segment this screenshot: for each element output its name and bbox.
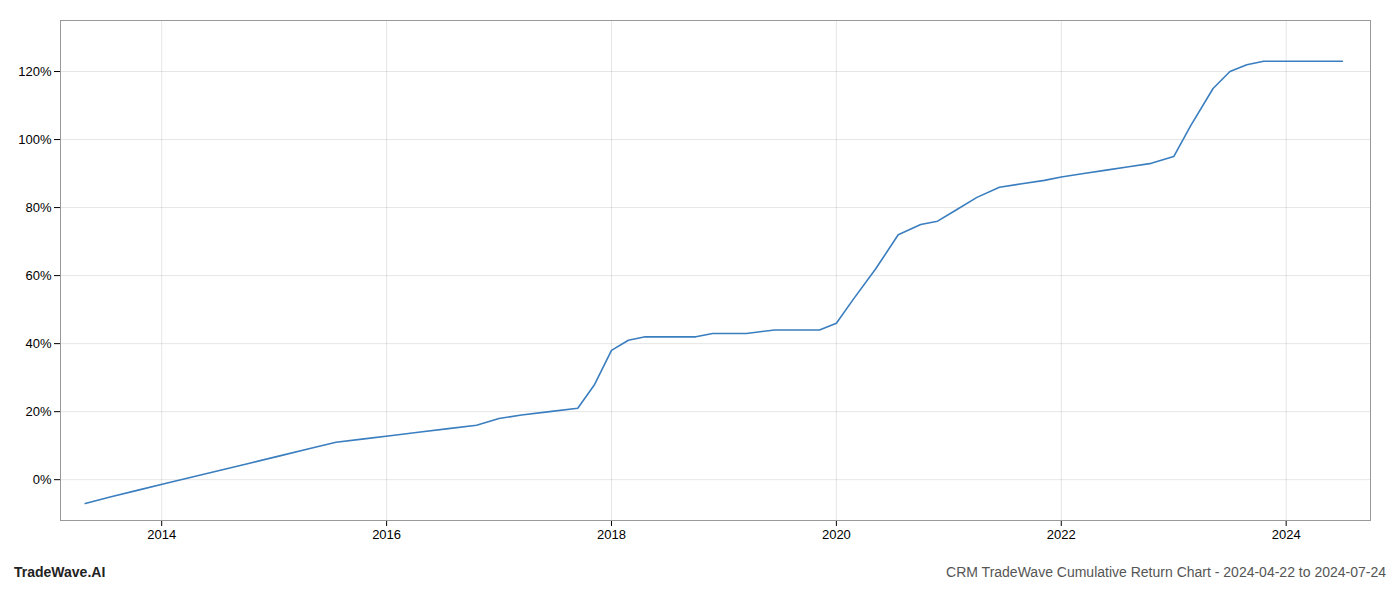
html-text:TradeWave.AI: TradeWave.AI: [14, 564, 106, 580]
svg-text:60%: 60%: [25, 268, 51, 283]
svg-text:2022: 2022: [1047, 527, 1076, 542]
html-text:CRM TradeWave Cumulative Retur: CRM TradeWave Cumulative Return Chart - …: [946, 564, 1386, 580]
svg-text:2024: 2024: [1272, 527, 1301, 542]
svg-text:80%: 80%: [25, 200, 51, 215]
svg-text:20%: 20%: [25, 404, 51, 419]
svg-text:120%: 120%: [18, 64, 52, 79]
svg-text:0%: 0%: [33, 472, 52, 487]
svg-text:2020: 2020: [822, 527, 851, 542]
svg-text:2016: 2016: [372, 527, 401, 542]
svg-text:2018: 2018: [597, 527, 626, 542]
svg-text:40%: 40%: [25, 336, 51, 351]
svg-text:100%: 100%: [18, 132, 52, 147]
svg-text:2014: 2014: [147, 527, 176, 542]
